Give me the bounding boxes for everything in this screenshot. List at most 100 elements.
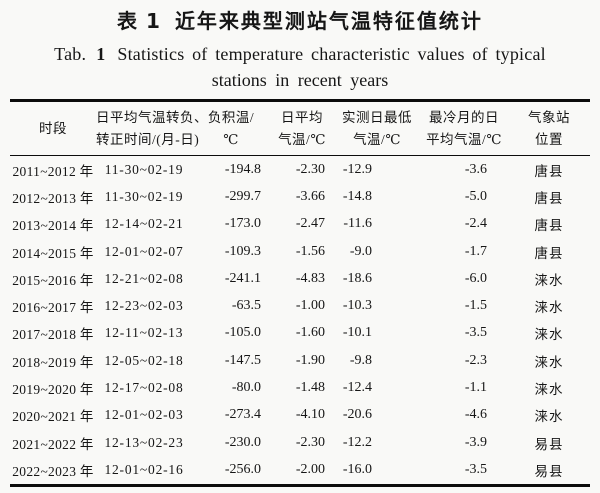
numeric-value: -3.9 [464, 434, 487, 450]
cell-negative-accumulated-temp: -147.5 [192, 347, 270, 374]
cell-negative-accumulated-temp: -241.1 [192, 265, 270, 292]
header-observed-daily-min-temp: 实测日最低 气温/℃ [334, 100, 420, 156]
cell-sign-change-dates: 11-30~02-19 [104, 161, 184, 177]
numeric-value: -147.5 [224, 352, 261, 368]
numeric-value: -9.8 [349, 352, 372, 368]
cell-observed-daily-min-temp: -12.9 [334, 156, 420, 184]
cell-observed-daily-min-temp: -12.4 [334, 374, 420, 401]
cell-sign-change-dates: 12-23~02-03 [104, 298, 184, 314]
table-number-zh: 表 1 [117, 9, 161, 33]
cell-period: 2015~2016 年 [12, 272, 94, 288]
cell-observed-daily-min-temp: -16.0 [334, 456, 420, 485]
table-row: 2012~2013 年 11-30~02-19 -299.7 -3.66 -14.8 -5… [10, 183, 590, 210]
cell-observed-daily-min-temp: -10.1 [334, 320, 420, 347]
cell-sign-change-dates: 12-05~02-18 [104, 352, 184, 368]
numeric-value: -105.0 [224, 325, 261, 341]
cell-sign-change-dates: 12-01~02-16 [104, 461, 184, 477]
header-period: 时段 [10, 100, 96, 156]
cell-period: 2016~2017 年 [12, 300, 94, 316]
numeric-value: -3.66 [295, 188, 325, 204]
cell-negative-accumulated-temp: -273.4 [192, 402, 270, 429]
numeric-value: -1.1 [464, 380, 487, 396]
cell-coldest-month-daily-mean-temp: -3.5 [420, 320, 508, 347]
numeric-value: -2.30 [295, 161, 325, 177]
header-daily-mean-temp: 日平均 气温/℃ [270, 100, 334, 156]
cell-sign-change-dates: 12-11~02-13 [104, 325, 184, 341]
cell-negative-accumulated-temp: -105.0 [192, 320, 270, 347]
numeric-value: -241.1 [224, 270, 261, 286]
numeric-value: -80.0 [231, 380, 261, 396]
table-row: 2014~2015 年 12-01~02-07 -109.3 -1.56 -9.0 -1.… [10, 238, 590, 265]
table-row: 2019~2020 年 12-17~02-08 -80.0 -1.48 -12.4 -1.… [10, 374, 590, 401]
cell-sign-change-dates: 12-17~02-08 [104, 380, 184, 396]
table-row: 2015~2016 年 12-21~02-08 -241.1 -4.83 -18.6 -6… [10, 265, 590, 292]
cell-coldest-month-daily-mean-temp: -2.3 [420, 347, 508, 374]
cell-negative-accumulated-temp: -109.3 [192, 238, 270, 265]
cell-weather-station-location: 涞水 [534, 409, 564, 425]
cell-daily-mean-temp: -2.00 [270, 456, 334, 485]
numeric-value: -10.1 [342, 325, 372, 341]
cell-weather-station-location: 涞水 [534, 382, 564, 398]
numeric-value: -299.7 [224, 188, 261, 204]
table-row: 2018~2019 年 12-05~02-18 -147.5 -1.90 -9.8 -2.… [10, 347, 590, 374]
numeric-value: -4.83 [295, 270, 325, 286]
cell-sign-change-dates: 12-01~02-07 [104, 243, 184, 259]
cell-weather-station-location: 涞水 [534, 354, 564, 370]
table-row: 2022~2023 年 12-01~02-16 -256.0 -2.00 -16.0 -3… [10, 456, 590, 485]
cell-negative-accumulated-temp: -230.0 [192, 429, 270, 456]
cell-negative-accumulated-temp: -194.8 [192, 156, 270, 184]
cell-observed-daily-min-temp: -9.0 [334, 238, 420, 265]
cell-sign-change-dates: 11-30~02-19 [104, 188, 184, 204]
numeric-value: -1.7 [464, 243, 487, 259]
numeric-value: -18.6 [342, 270, 372, 286]
cell-coldest-month-daily-mean-temp: -1.7 [420, 238, 508, 265]
table-title-en-text: Statistics of temperature characteristic… [117, 44, 546, 64]
table-row: 2020~2021 年 12-01~02-03 -273.4 -4.10 -20.6 -4… [10, 402, 590, 429]
table-number-en-word: Tab. [54, 44, 87, 64]
cell-observed-daily-min-temp: -20.6 [334, 402, 420, 429]
numeric-value: -173.0 [224, 216, 261, 232]
numeric-value: -2.4 [464, 216, 487, 232]
header-sign-change-dates: 日平均气温转负、 转正时间/(月-日) [96, 100, 208, 156]
numeric-value: -109.3 [224, 243, 261, 259]
cell-weather-station-location: 唐县 [534, 163, 564, 179]
numeric-value: -2.3 [464, 352, 487, 368]
cell-daily-mean-temp: -1.00 [270, 292, 334, 319]
cell-weather-station-location: 涞水 [534, 300, 564, 316]
numeric-value: -256.0 [224, 461, 261, 477]
table-header: 时段 日平均气温转负、 转正时间/(月-日) 负积温/ ℃ 日平均 气温/℃ 实… [10, 100, 590, 156]
cell-period: 2017~2018 年 [12, 327, 94, 343]
header-row: 时段 日平均气温转负、 转正时间/(月-日) 负积温/ ℃ 日平均 气温/℃ 实… [10, 100, 590, 156]
cell-daily-mean-temp: -2.47 [270, 211, 334, 238]
cell-period: 2011~2012 年 [12, 163, 94, 179]
cell-coldest-month-daily-mean-temp: -6.0 [420, 265, 508, 292]
table-title-zh: 表 1 近年来典型测站气温特征值统计 [0, 0, 600, 34]
table-title-zh-text: 近年来典型测站气温特征值统计 [174, 9, 483, 33]
numeric-value: -3.6 [464, 161, 487, 177]
cell-observed-daily-min-temp: -12.2 [334, 429, 420, 456]
cell-observed-daily-min-temp: -18.6 [334, 265, 420, 292]
cell-coldest-month-daily-mean-temp: -4.6 [420, 402, 508, 429]
numeric-value: -11.6 [343, 216, 372, 232]
numeric-value: -1.48 [295, 380, 325, 396]
cell-period: 2020~2021 年 [12, 409, 94, 425]
numeric-value: -2.30 [295, 434, 325, 450]
cell-period: 2018~2019 年 [12, 354, 94, 370]
numeric-value: -9.0 [349, 243, 372, 259]
numeric-value: -2.00 [295, 461, 325, 477]
cell-period: 2012~2013 年 [12, 190, 94, 206]
cell-daily-mean-temp: -1.56 [270, 238, 334, 265]
cell-daily-mean-temp: -4.10 [270, 402, 334, 429]
cell-daily-mean-temp: -2.30 [270, 156, 334, 184]
table-title-en-line1: Tab. 1 Statistics of temperature character… [0, 41, 600, 67]
cell-weather-station-location: 易县 [534, 436, 564, 452]
numeric-value: -6.0 [464, 270, 487, 286]
cell-negative-accumulated-temp: -63.5 [192, 292, 270, 319]
cell-period: 2019~2020 年 [12, 382, 94, 398]
numeric-value: -63.5 [231, 298, 261, 314]
header-weather-station-location: 气象站 位置 [508, 100, 590, 156]
temperature-statistics-table: 时段 日平均气温转负、 转正时间/(月-日) 负积温/ ℃ 日平均 气温/℃ 实… [10, 99, 590, 487]
table-body: 2011~2012 年 11-30~02-19 -194.8 -2.30 -12.9 -3… [10, 156, 590, 486]
numeric-value: -16.0 [342, 461, 372, 477]
